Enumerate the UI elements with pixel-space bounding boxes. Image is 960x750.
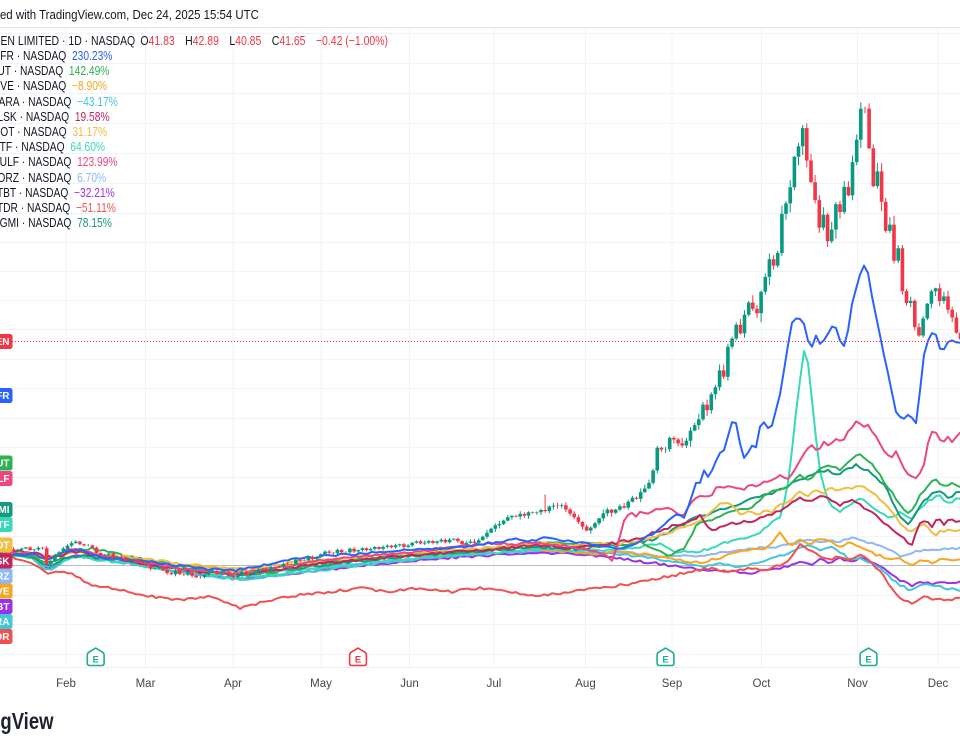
svg-text:CORZ: CORZ <box>0 572 10 583</box>
svg-text:BITF: BITF <box>0 520 10 531</box>
svg-text:CIFR: CIFR <box>0 391 10 402</box>
svg-text:CLSK: CLSK <box>0 557 10 568</box>
svg-text:RIOT: RIOT <box>0 541 10 552</box>
svg-text:BTBT: BTBT <box>0 602 10 613</box>
svg-text:BTDR: BTDR <box>0 632 10 643</box>
svg-text:E: E <box>355 654 361 665</box>
svg-text:WULF: WULF <box>0 474 10 485</box>
svg-text:E: E <box>662 654 668 665</box>
svg-text:E: E <box>865 654 871 665</box>
svg-text:MARA: MARA <box>0 617 10 628</box>
svg-text:WGMI: WGMI <box>0 505 10 516</box>
svg-text:HIVE: HIVE <box>0 587 10 598</box>
svg-text:HUT: HUT <box>0 459 10 470</box>
svg-text:E: E <box>93 654 99 665</box>
svg-text:IREN: IREN <box>0 337 10 348</box>
